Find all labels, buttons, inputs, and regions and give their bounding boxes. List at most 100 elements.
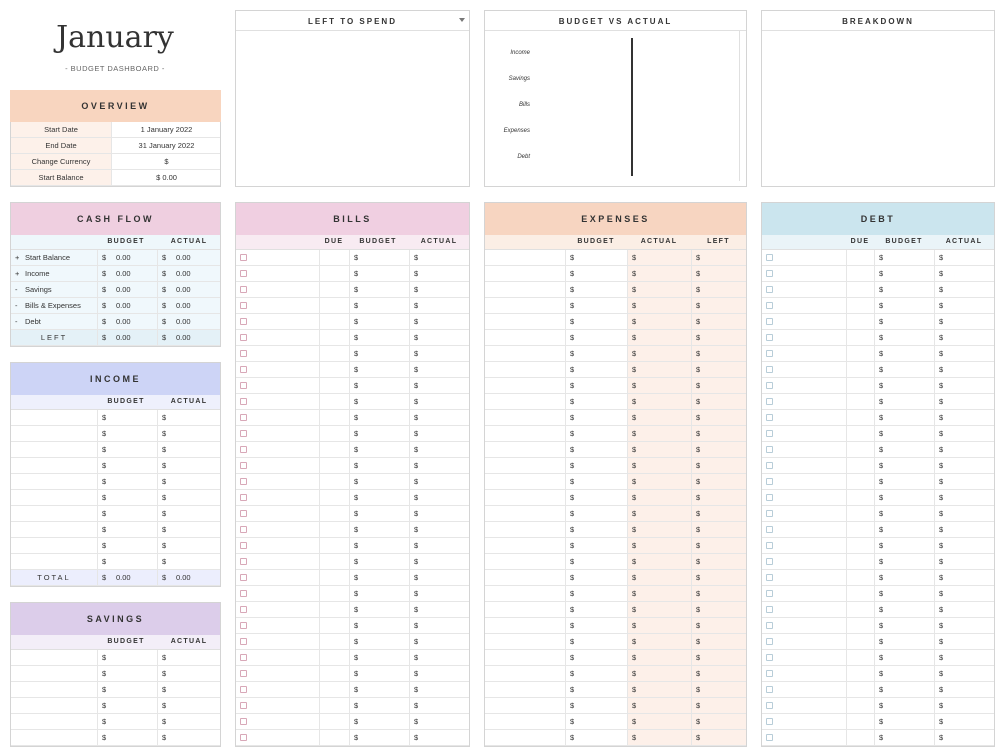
debt-name[interactable] <box>762 666 846 681</box>
bill-budget-input[interactable]: $ <box>349 634 409 649</box>
bill-name[interactable] <box>236 458 319 473</box>
bill-actual-input[interactable]: $ <box>409 554 469 569</box>
bill-budget-input[interactable]: $ <box>349 442 409 457</box>
savings-budget-input[interactable]: $ <box>97 714 157 729</box>
debt-actual-input[interactable]: $ <box>934 506 994 521</box>
debt-budget-input[interactable]: $ <box>874 474 934 489</box>
expense-name[interactable] <box>485 506 565 521</box>
expense-actual-input[interactable]: $ <box>627 490 691 505</box>
bill-name[interactable] <box>236 554 319 569</box>
debt-paid-checkbox[interactable] <box>766 638 773 645</box>
bill-actual-input[interactable]: $ <box>409 394 469 409</box>
bill-budget-input[interactable]: $ <box>349 618 409 633</box>
bill-actual-input[interactable]: $ <box>409 570 469 585</box>
bill-name[interactable] <box>236 666 319 681</box>
debt-name[interactable] <box>762 682 846 697</box>
debt-actual-input[interactable]: $ <box>934 714 994 729</box>
bill-actual-input[interactable]: $ <box>409 426 469 441</box>
expense-name[interactable] <box>485 378 565 393</box>
expense-budget-input[interactable]: $ <box>565 618 627 633</box>
debt-actual-input[interactable]: $ <box>934 618 994 633</box>
expense-name[interactable] <box>485 346 565 361</box>
debt-due-input[interactable] <box>846 250 874 265</box>
bill-name[interactable] <box>236 298 319 313</box>
bill-name[interactable] <box>236 314 319 329</box>
expense-actual-input[interactable]: $ <box>627 474 691 489</box>
debt-paid-checkbox[interactable] <box>766 318 773 325</box>
expense-name[interactable] <box>485 314 565 329</box>
expense-name[interactable] <box>485 554 565 569</box>
debt-actual-input[interactable]: $ <box>934 458 994 473</box>
bill-actual-input[interactable]: $ <box>409 298 469 313</box>
expense-budget-input[interactable]: $ <box>565 298 627 313</box>
savings-budget-input[interactable]: $ <box>97 698 157 713</box>
income-source[interactable] <box>11 458 97 473</box>
debt-due-input[interactable] <box>846 378 874 393</box>
debt-due-input[interactable] <box>846 394 874 409</box>
bill-paid-checkbox[interactable] <box>240 606 247 613</box>
expense-actual-input[interactable]: $ <box>627 570 691 585</box>
debt-name[interactable] <box>762 282 846 297</box>
expense-name[interactable] <box>485 586 565 601</box>
bill-budget-input[interactable]: $ <box>349 298 409 313</box>
overview-value[interactable]: $ 0.00 <box>111 170 221 185</box>
debt-budget-input[interactable]: $ <box>874 490 934 505</box>
expense-budget-input[interactable]: $ <box>565 602 627 617</box>
expense-budget-input[interactable]: $ <box>565 250 627 265</box>
savings-name[interactable] <box>11 714 97 729</box>
debt-paid-checkbox[interactable] <box>766 702 773 709</box>
expense-budget-input[interactable]: $ <box>565 682 627 697</box>
bill-paid-checkbox[interactable] <box>240 302 247 309</box>
debt-due-input[interactable] <box>846 426 874 441</box>
debt-budget-input[interactable]: $ <box>874 682 934 697</box>
bill-paid-checkbox[interactable] <box>240 366 247 373</box>
income-budget-input[interactable]: $ <box>97 410 157 425</box>
debt-name[interactable] <box>762 442 846 457</box>
bill-budget-input[interactable]: $ <box>349 474 409 489</box>
bill-budget-input[interactable]: $ <box>349 394 409 409</box>
debt-actual-input[interactable]: $ <box>934 698 994 713</box>
debt-budget-input[interactable]: $ <box>874 634 934 649</box>
expense-actual-input[interactable]: $ <box>627 666 691 681</box>
debt-budget-input[interactable]: $ <box>874 362 934 377</box>
debt-budget-input[interactable]: $ <box>874 394 934 409</box>
debt-due-input[interactable] <box>846 282 874 297</box>
bill-paid-checkbox[interactable] <box>240 622 247 629</box>
debt-actual-input[interactable]: $ <box>934 650 994 665</box>
expense-actual-input[interactable]: $ <box>627 634 691 649</box>
bill-due-input[interactable] <box>319 442 349 457</box>
bill-actual-input[interactable]: $ <box>409 458 469 473</box>
debt-paid-checkbox[interactable] <box>766 606 773 613</box>
debt-name[interactable] <box>762 346 846 361</box>
bill-paid-checkbox[interactable] <box>240 254 247 261</box>
debt-actual-input[interactable]: $ <box>934 730 994 745</box>
bill-budget-input[interactable]: $ <box>349 698 409 713</box>
income-budget-input[interactable]: $ <box>97 554 157 569</box>
expense-name[interactable] <box>485 394 565 409</box>
bill-due-input[interactable] <box>319 394 349 409</box>
bill-actual-input[interactable]: $ <box>409 250 469 265</box>
debt-actual-input[interactable]: $ <box>934 362 994 377</box>
bill-paid-checkbox[interactable] <box>240 542 247 549</box>
expense-budget-input[interactable]: $ <box>565 410 627 425</box>
bill-due-input[interactable] <box>319 458 349 473</box>
expense-name[interactable] <box>485 698 565 713</box>
expense-name[interactable] <box>485 522 565 537</box>
debt-paid-checkbox[interactable] <box>766 494 773 501</box>
expense-name[interactable] <box>485 474 565 489</box>
expense-budget-input[interactable]: $ <box>565 266 627 281</box>
bill-budget-input[interactable]: $ <box>349 650 409 665</box>
savings-actual-input[interactable]: $ <box>157 730 221 745</box>
debt-name[interactable] <box>762 650 846 665</box>
bill-actual-input[interactable]: $ <box>409 506 469 521</box>
debt-actual-input[interactable]: $ <box>934 426 994 441</box>
income-source[interactable] <box>11 426 97 441</box>
debt-budget-input[interactable]: $ <box>874 442 934 457</box>
debt-name[interactable] <box>762 298 846 313</box>
debt-actual-input[interactable]: $ <box>934 394 994 409</box>
debt-actual-input[interactable]: $ <box>934 378 994 393</box>
bill-due-input[interactable] <box>319 522 349 537</box>
bill-paid-checkbox[interactable] <box>240 686 247 693</box>
debt-actual-input[interactable]: $ <box>934 298 994 313</box>
debt-budget-input[interactable]: $ <box>874 378 934 393</box>
